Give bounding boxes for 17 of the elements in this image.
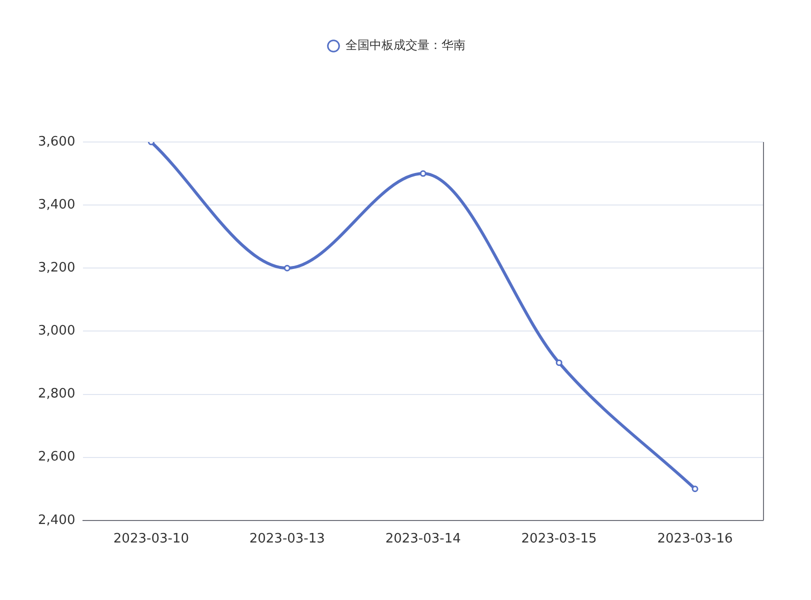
x-tick-label: 2023-03-10: [113, 532, 189, 547]
x-tick-label: 2023-03-13: [249, 532, 325, 547]
y-tick-label: 3,400: [38, 197, 76, 212]
y-tick-label: 3,600: [38, 134, 76, 150]
y-tick-label: 2,800: [38, 386, 76, 402]
y-tick-label: 3,000: [38, 324, 76, 339]
point: [420, 170, 426, 177]
y-tick-label: 2,400: [38, 512, 76, 528]
y-tick-label: 2,600: [38, 450, 76, 465]
point: [556, 359, 562, 366]
x-tick-label: 2023-03-16: [657, 532, 733, 547]
y-tick-label: 3,200: [38, 260, 76, 276]
x-tick-label: 2023-03-15: [521, 532, 597, 547]
legend-label: 全国中板成交量：华南: [346, 38, 466, 52]
point: [284, 264, 290, 272]
x-tick-label: 2023-03-14: [385, 532, 461, 547]
point: [692, 486, 698, 492]
